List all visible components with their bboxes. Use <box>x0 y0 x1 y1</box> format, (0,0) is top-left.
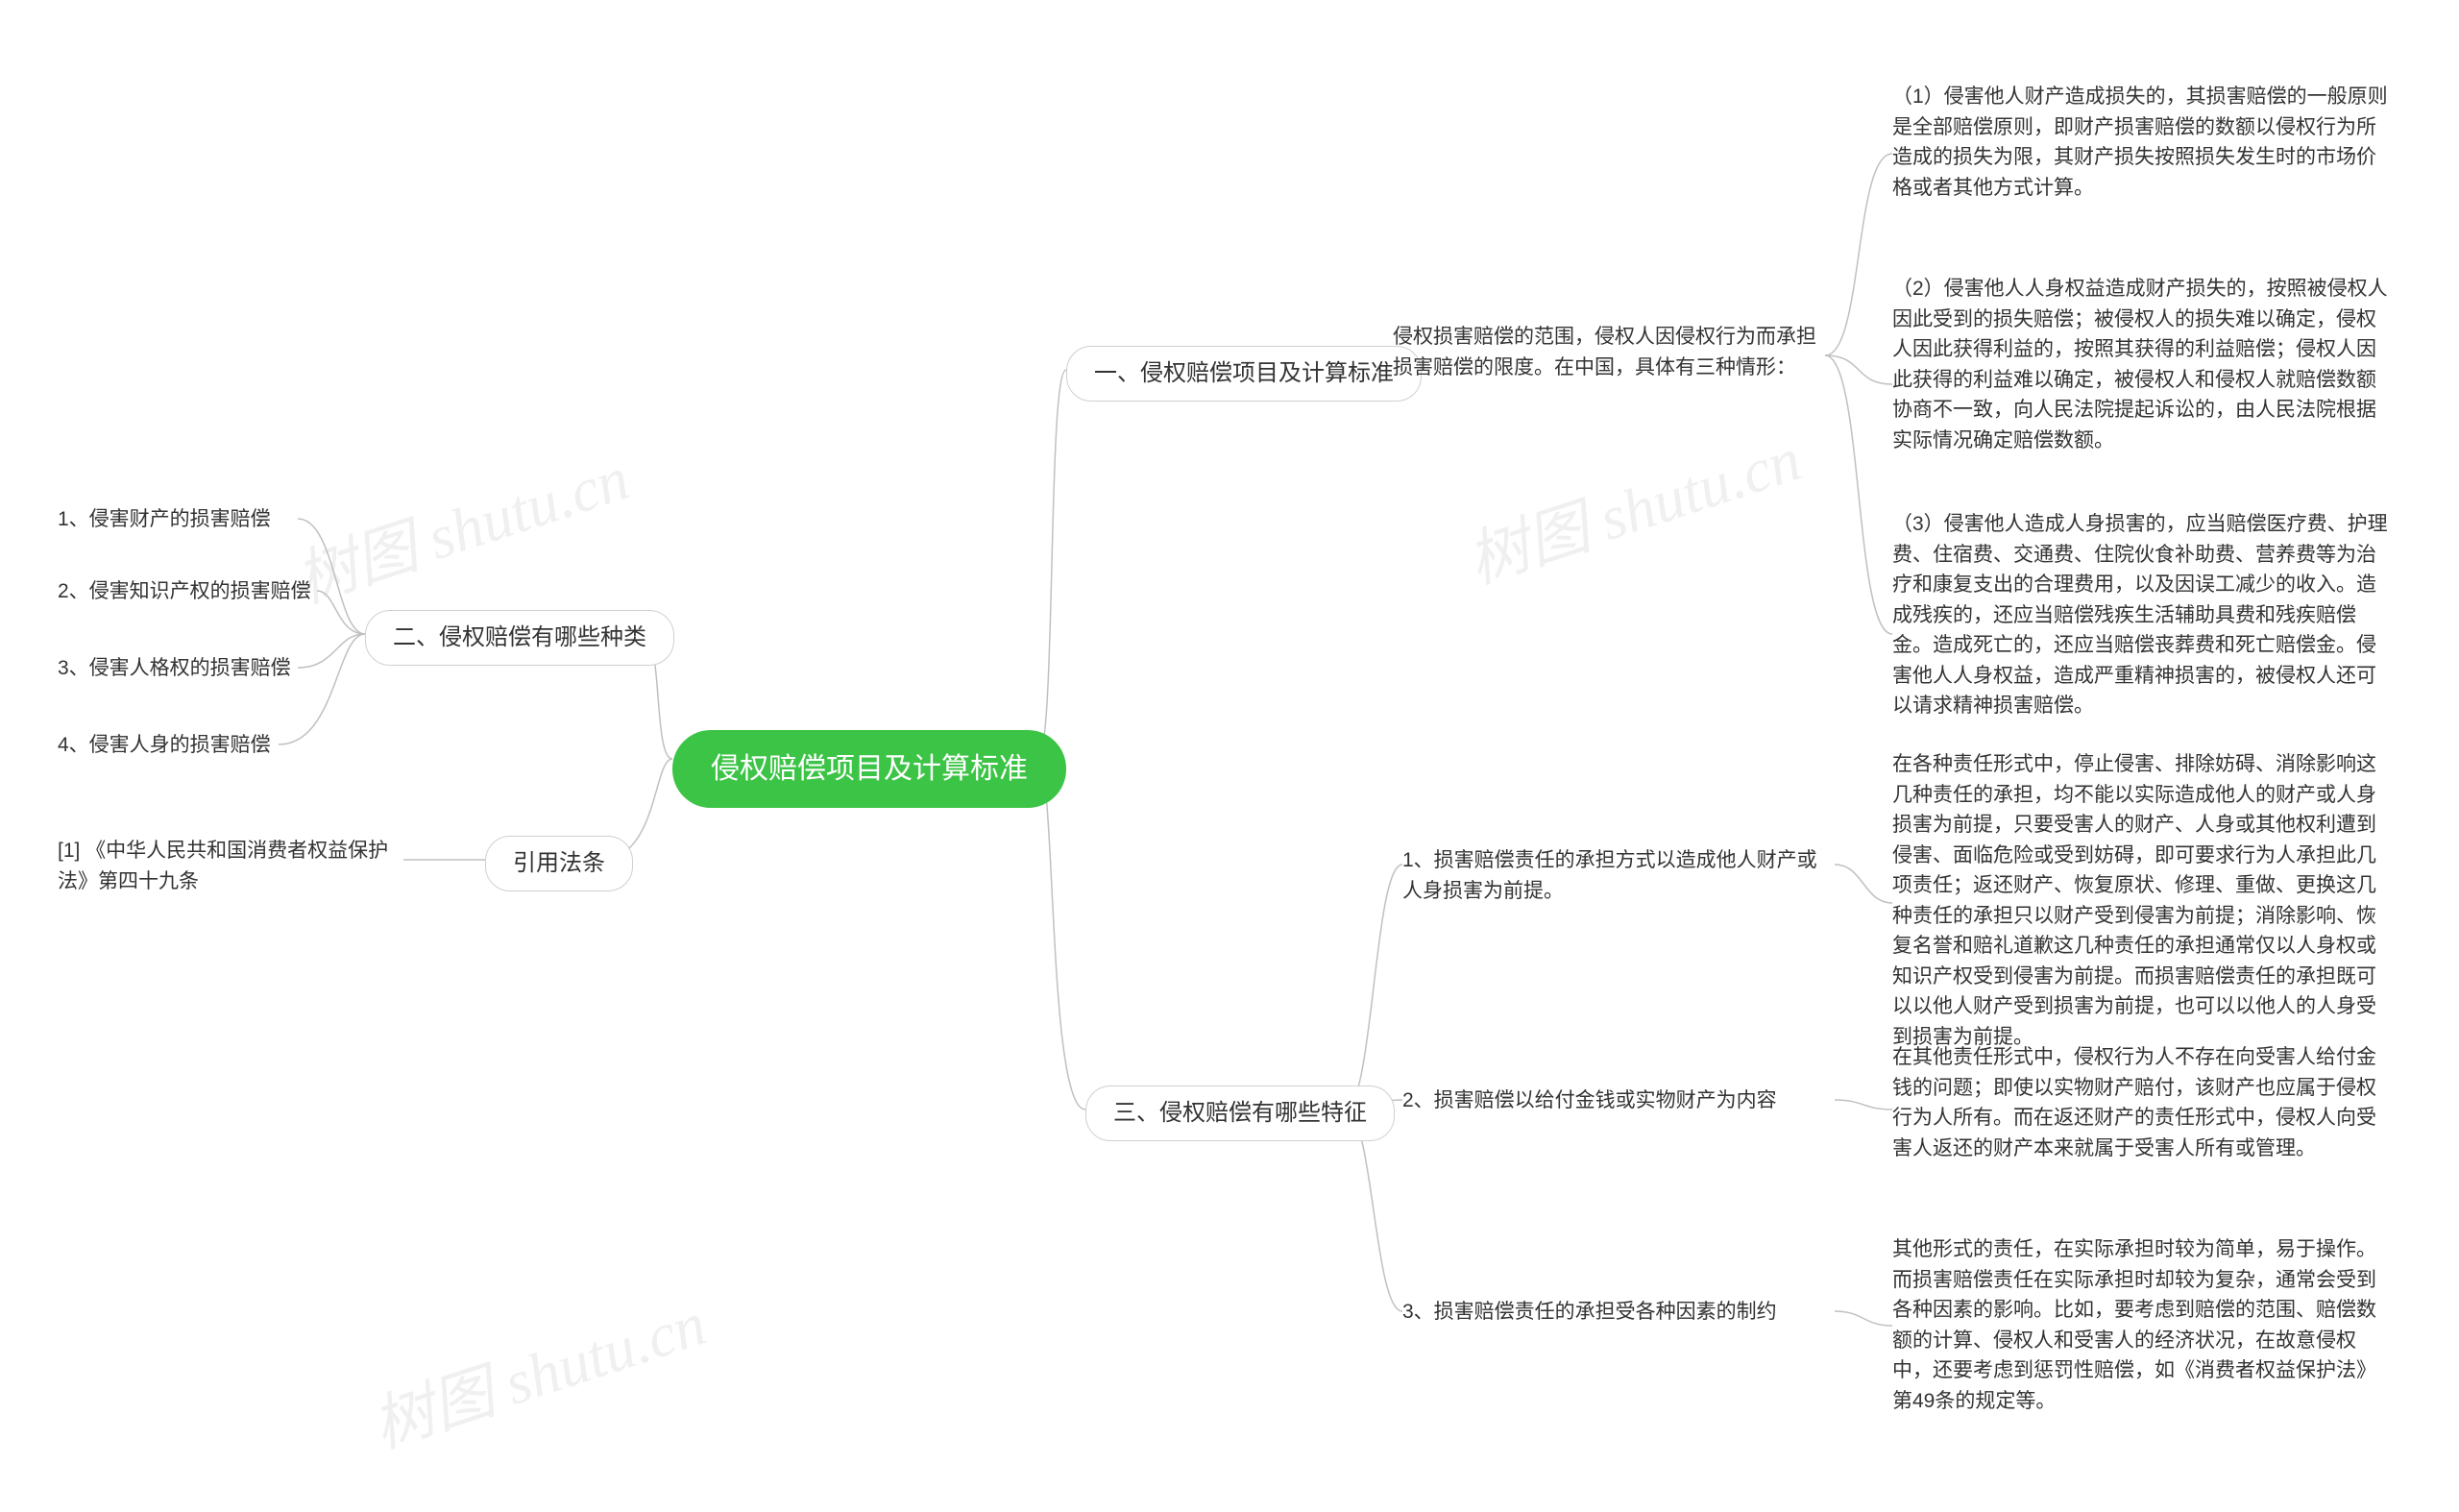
branch-1-item-1: （1）侵害他人财产造成损失的，其损害赔偿的一般原则是全部赔偿原则，即财产损害赔偿… <box>1892 82 2392 203</box>
branch-section-3: 三、侵权赔偿有哪些特征 <box>1085 1085 1395 1141</box>
watermark-3: 树图 shutu.cn <box>360 1275 716 1465</box>
branch-2-item-3: 3、侵害人格权的损害赔偿 <box>58 653 403 684</box>
branch-3-sub-1-detail: 在各种责任形式中，停止侵害、排除妨碍、消除影响这几种责任的承担，均不能以实际造成… <box>1892 749 2392 1052</box>
branch-3-sub-3-detail: 其他形式的责任，在实际承担时较为简单，易于操作。而损害赔偿责任在实际承担时却较为… <box>1892 1234 2392 1416</box>
branch-1-intro: 侵权损害赔偿的范围，侵权人因侵权行为而承担损害赔偿的限度。在中国，具体有三种情形… <box>1393 322 1825 382</box>
branch-2-item-1: 1、侵害财产的损害赔偿 <box>58 504 403 535</box>
branch-3-sub-2: 2、损害赔偿以给付金钱或实物财产为内容 <box>1402 1085 1835 1116</box>
branch-1-item-3: （3）侵害他人造成人身损害的，应当赔偿医疗费、护理费、住宿费、交通费、住院伙食补… <box>1892 509 2392 721</box>
branch-2-item-2: 2、侵害知识产权的损害赔偿 <box>58 576 403 607</box>
reference-item-1: [1] 《中华人民共和国消费者权益保护法》第四十九条 <box>58 836 403 896</box>
branch-2-item-4: 4、侵害人身的损害赔偿 <box>58 730 403 761</box>
branch-section-2: 二、侵权赔偿有哪些种类 <box>365 610 674 666</box>
branch-1-item-2: （2）侵害他人人身权益造成财产损失的，按照被侵权人因此受到的损失赔偿；被侵权人的… <box>1892 274 2392 455</box>
watermark-2: 树图 shutu.cn <box>1455 410 1811 600</box>
branch-3-sub-3: 3、损害赔偿责任的承担受各种因素的制约 <box>1402 1297 1835 1328</box>
branch-references: 引用法条 <box>485 836 633 891</box>
branch-3-sub-1: 1、损害赔偿责任的承担方式以造成他人财产或人身损害为前提。 <box>1402 845 1835 906</box>
branch-3-sub-2-detail: 在其他责任形式中，侵权行为人不存在向受害人给付金钱的问题；即使以实物财产赔付，该… <box>1892 1042 2392 1163</box>
branch-section-1: 一、侵权赔偿项目及计算标准 <box>1066 346 1422 402</box>
root-node: 侵权赔偿项目及计算标准 <box>672 730 1066 808</box>
